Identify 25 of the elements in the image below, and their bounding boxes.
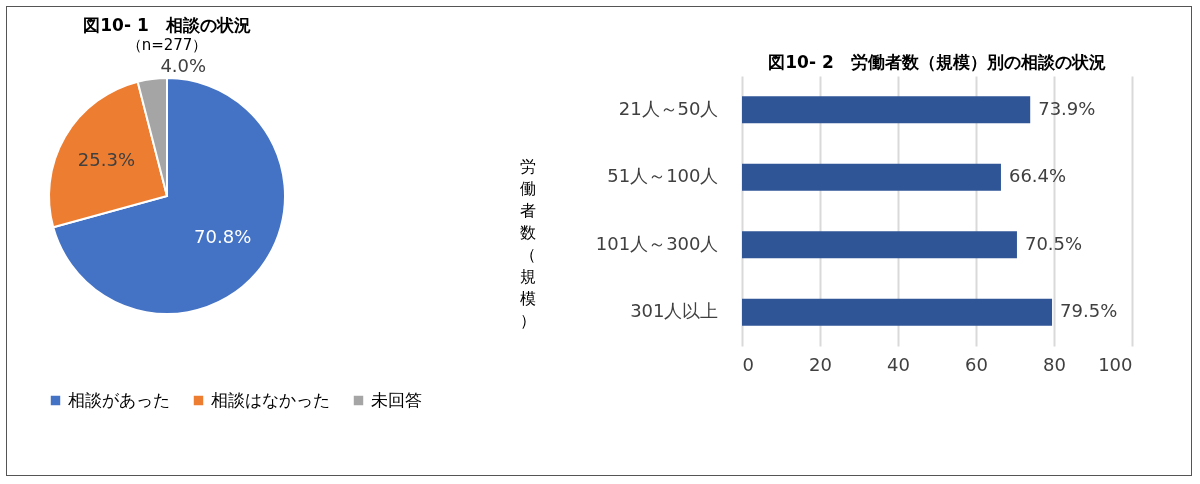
chart-title: 図10- 2 労働者数（規模）別の相談の状況 (768, 52, 1106, 72)
x-tick-label: 100 (1098, 353, 1133, 375)
data-label: 70.5% (1024, 232, 1083, 254)
y-axis-title: 労働者数（規模） (519, 156, 536, 330)
legend-label: 相談はなかった (211, 389, 330, 410)
chart-subtitle: （n=277） (126, 36, 208, 55)
data-label: 73.9% (1038, 97, 1096, 119)
pie-slice (52, 77, 286, 315)
data-label: 79.5% (1060, 300, 1118, 322)
x-tick-label: 20 (809, 353, 832, 375)
legend-label: 未回答 (371, 389, 422, 410)
y-tick-label: 101人～300人 (595, 232, 719, 254)
legend-label: 相談があった (68, 389, 170, 410)
chart-title: 図10- 1 相談の状況 (83, 15, 251, 36)
x-tick-label: 40 (887, 353, 910, 375)
y-tick-label: 21人～50人 (618, 97, 719, 119)
x-tick-label: 80 (1043, 353, 1066, 375)
data-label: 25.3% (77, 148, 136, 170)
data-label: 4.0% (160, 55, 207, 77)
y-tick-label: 51人～100人 (607, 165, 719, 187)
data-label: 66.4% (1008, 165, 1067, 187)
x-tick-label: 0 (742, 353, 754, 375)
y-tick-label: 301人以上 (630, 300, 719, 322)
data-label: 70.8% (194, 226, 252, 248)
x-tick-label: 60 (965, 353, 988, 375)
